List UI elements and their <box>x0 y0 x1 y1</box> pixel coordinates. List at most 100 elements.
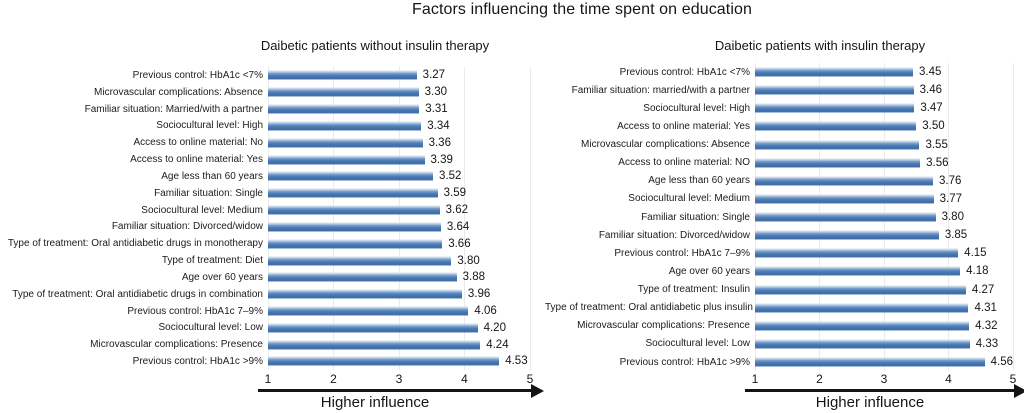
bar-row: Microvascular complications: Presence 4.2… <box>2 336 535 353</box>
bar-rows: Previous control: HbA1c <7% 3.27 Microvasc… <box>2 67 535 370</box>
bar-track: 4.27 <box>755 281 1013 299</box>
category-label: Familiar situation: Married/with a partn… <box>84 103 263 115</box>
axis-tick-label: 1 <box>751 372 759 386</box>
axis-arrow-right-icon <box>258 383 544 398</box>
bar-track: 3.66 <box>268 235 530 252</box>
bar <box>268 256 452 266</box>
category-label: Access to online material: No <box>133 137 263 149</box>
bar-value-label: 3.31 <box>425 103 448 116</box>
bar-track: 3.96 <box>268 286 530 303</box>
bar-track: 3.39 <box>268 151 530 168</box>
bar <box>268 340 481 350</box>
bar-value-label: 3.66 <box>448 237 471 250</box>
category-label: Familiar situation: married/with a partn… <box>571 84 750 96</box>
bar-value-label: 3.45 <box>919 66 942 79</box>
bar-row: Previous control: HbA1c <7% 3.27 <box>2 67 535 84</box>
bar <box>755 303 969 313</box>
bar-track: 3.50 <box>755 117 1013 135</box>
category-label: Microvascular complications: Presence <box>577 320 750 332</box>
bar-track: 4.56 <box>755 353 1013 371</box>
bar-value-label: 3.46 <box>919 84 943 97</box>
bar-track: 4.32 <box>755 317 1013 335</box>
category-label: Access to online material: Yes <box>617 120 750 132</box>
bar-track: 3.80 <box>268 252 530 269</box>
axis-tick-label: 5 <box>526 372 534 386</box>
bar <box>755 85 914 95</box>
bar-row: Familiar situation: married/with a partn… <box>545 81 1018 99</box>
category-label: Microvascular complications: Presence <box>90 339 263 351</box>
bar-row: Sociocultural level: High 3.34 <box>2 117 535 134</box>
category-label: Age over 60 years <box>181 271 263 283</box>
bar-track: 3.77 <box>755 190 1013 208</box>
axis-tick-label: 2 <box>816 372 823 386</box>
bar <box>268 239 443 249</box>
category-label: Previous control: HbA1c 7–9% <box>127 305 263 317</box>
bar <box>755 176 934 186</box>
bar-row: Access to online material: NO 3.56 <box>545 154 1018 172</box>
bar-row: Type of treatment: Insulin 4.27 <box>545 281 1018 299</box>
bar-track: 3.80 <box>755 208 1013 226</box>
gridline <box>948 63 949 371</box>
bar-value-label: 4.18 <box>966 265 989 278</box>
bar <box>268 306 469 316</box>
gridline <box>398 67 400 370</box>
bar <box>755 140 920 150</box>
bar-track: 3.88 <box>268 269 530 286</box>
bar-value-label: 3.85 <box>944 229 968 242</box>
category-label: Sociocultural level: Medium <box>141 204 263 216</box>
bar-row: Age less than 60 years 3.76 <box>545 172 1018 190</box>
bar-track: 4.06 <box>268 303 530 320</box>
bar-row: Previous control: HbA1c <7% 3.45 <box>545 63 1018 81</box>
bar <box>755 103 915 113</box>
bar-track: 3.47 <box>755 99 1013 117</box>
bar-row: Microvascular complications: Absence 3.30 <box>2 84 535 101</box>
axis-tick-labels: 1 2 3 4 5 <box>751 372 1017 386</box>
bar-value-label: 3.56 <box>926 156 949 169</box>
chart-panel-without-insulin: Daibetic patients without insulin therap… <box>2 36 544 413</box>
chart-panel-with-insulin: Daibetic patients with insulin therapy P… <box>545 36 1024 413</box>
axis-tick-label: 3 <box>880 372 888 386</box>
bar <box>755 158 921 168</box>
bar-row: Type of treatment: Oral antidiabetic dru… <box>2 235 535 252</box>
bar-row: Type of treatment: Oral antidiabetic plu… <box>545 299 1018 317</box>
bar-value-label: 3.55 <box>925 138 948 151</box>
bar-value-label: 4.31 <box>974 301 997 314</box>
bar-track: 3.56 <box>755 154 1013 172</box>
bar-track: 4.18 <box>755 262 1013 280</box>
bar <box>755 266 961 276</box>
category-label: Type of treatment: Oral antidiabetic plu… <box>545 302 753 314</box>
category-label: Microvascular complications: Absence <box>94 86 263 98</box>
bar-track: 4.15 <box>755 244 1013 262</box>
category-label: Type of treatment: Oral antidiabetic dru… <box>7 238 263 250</box>
bar <box>755 339 970 349</box>
chart-subtitle-with-insulin: Daibetic patients with insulin therapy <box>714 38 926 53</box>
bar-row: Familiar situation: Married/with a partn… <box>2 101 535 118</box>
category-label: Microvascular complications: Absence <box>581 139 750 151</box>
bar-value-label: 3.36 <box>428 136 451 149</box>
category-label: Previous control: HbA1c <7% <box>619 66 750 78</box>
bar-track: 4.33 <box>755 335 1013 353</box>
axis-label-higher-influence: Higher influence <box>815 394 925 411</box>
bar <box>268 121 422 131</box>
bar-value-label: 3.47 <box>920 102 943 115</box>
category-label: Sociocultural level: Low <box>645 338 751 350</box>
bar-row: Type of treatment: Diet 3.80 <box>2 252 535 269</box>
gridlines <box>267 67 531 370</box>
bar-row: Previous control: HbA1c >9% 4.53 <box>2 353 535 370</box>
bar <box>755 285 966 295</box>
axis-tick-label: 2 <box>330 372 337 386</box>
bar-row: Sociocultural level: Medium 3.77 <box>545 190 1018 208</box>
bar-track: 4.20 <box>268 319 530 336</box>
bar-value-label: 3.96 <box>467 288 491 301</box>
bar-row: Microvascular complications: Presence 4.3… <box>545 317 1018 335</box>
category-label: Access to online material: NO <box>618 157 750 169</box>
bar-row: Access to online material: Yes 3.50 <box>545 117 1018 135</box>
bar-track: 3.64 <box>268 218 530 235</box>
bar-row: Familiar situation: Single 3.59 <box>2 185 535 202</box>
bar-track: 3.76 <box>755 172 1013 190</box>
bar-value-label: 3.39 <box>430 153 453 166</box>
bar-track: 4.24 <box>268 336 530 353</box>
bar-value-label: 3.62 <box>445 204 468 217</box>
bar <box>268 155 425 165</box>
